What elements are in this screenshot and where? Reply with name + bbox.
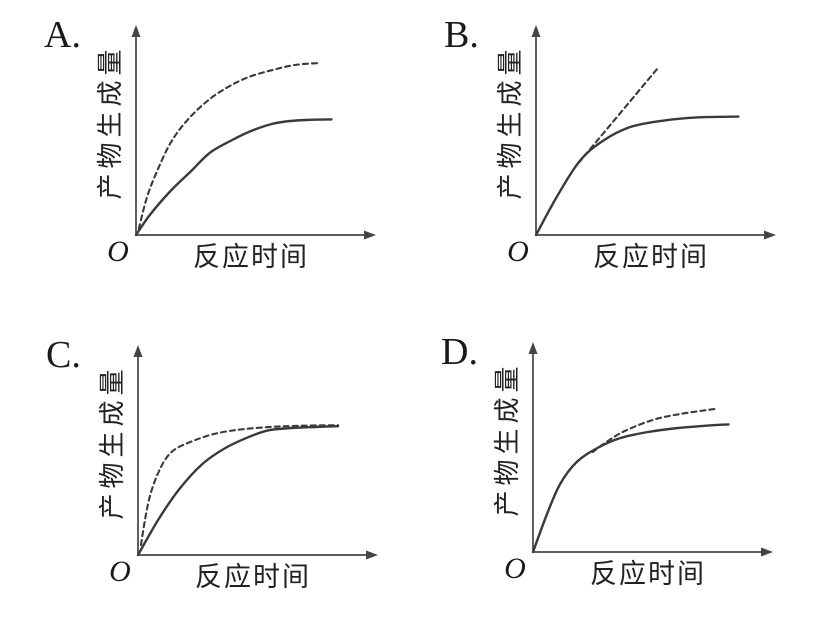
chart-panel-a: A. 产物生成量 O 反应时间 [30, 10, 410, 310]
chart-canvas-d [528, 342, 773, 557]
option-letter-c: C. [46, 334, 81, 376]
y-axis-label: 产物生成量 [492, 361, 522, 517]
option-letter-d: D. [441, 331, 478, 373]
option-letter-b: B. [444, 14, 479, 56]
origin-label: O [107, 235, 129, 268]
origin-label: O [507, 235, 529, 268]
x-axis-label: 反应时间 [590, 559, 706, 589]
chart-canvas-a [131, 25, 376, 240]
origin-label: O [504, 552, 526, 585]
y-axis-label: 产物生成量 [97, 364, 127, 520]
x-axis-label: 反应时间 [593, 242, 709, 272]
y-axis-label: 产物生成量 [95, 44, 125, 200]
origin-label: O [109, 555, 131, 588]
chart-panel-d: D. 产物生成量 O 反应时间 [427, 327, 807, 627]
x-axis-label: 反应时间 [193, 242, 309, 272]
chart-panel-b: B. 产物生成量 O 反应时间 [430, 10, 810, 310]
chart-panel-c: C. 产物生成量 O 反应时间 [32, 330, 412, 630]
y-axis-label: 产物生成量 [495, 44, 525, 200]
chart-canvas-c [133, 345, 378, 560]
option-letter-a: A. [44, 14, 81, 56]
x-axis-label: 反应时间 [195, 562, 311, 592]
chart-canvas-b [531, 25, 776, 240]
